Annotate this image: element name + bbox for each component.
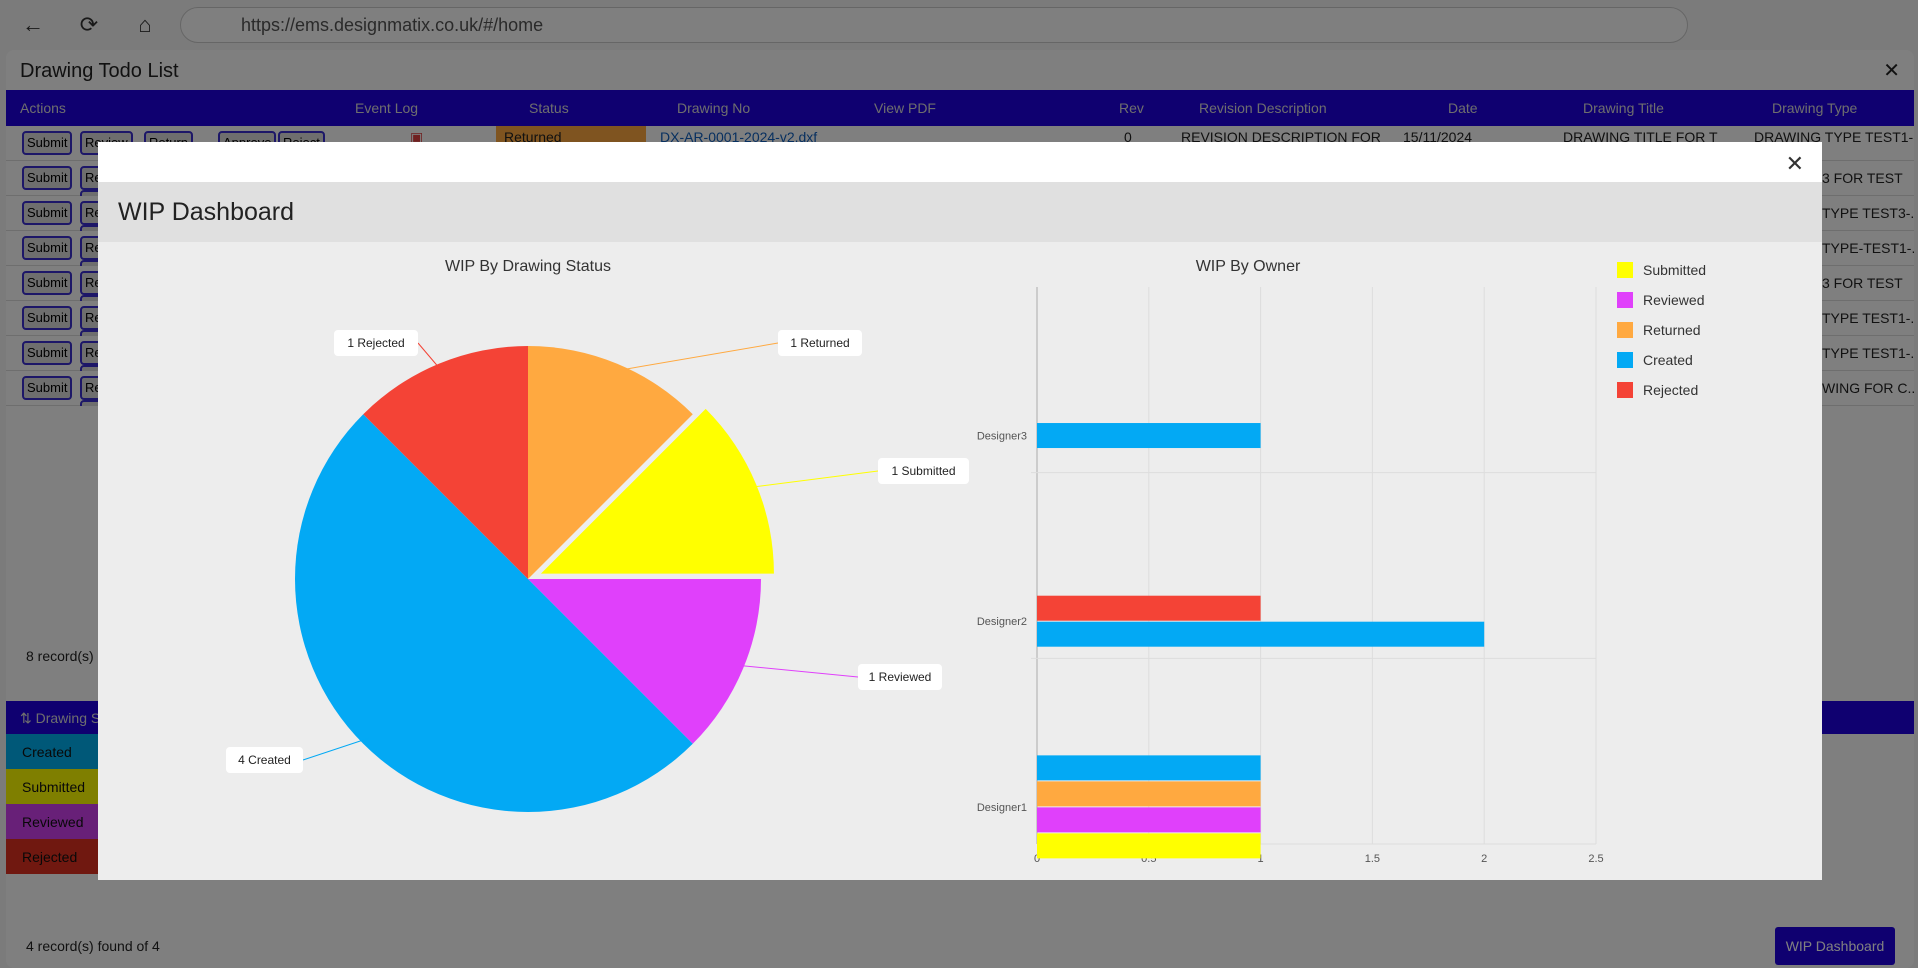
bar-designer1-created bbox=[1037, 755, 1261, 781]
legend-label: Created bbox=[1643, 352, 1693, 368]
pie-slice-returned bbox=[528, 346, 693, 579]
pie-data-label: 1 Returned bbox=[790, 336, 849, 350]
pie-label-box bbox=[226, 747, 303, 773]
legend-label: Reviewed bbox=[1643, 292, 1704, 308]
pie-label-box bbox=[878, 458, 969, 484]
pie-leader-line bbox=[302, 737, 370, 761]
x-tick-label: 0 bbox=[1034, 853, 1040, 865]
bar-designer1-returned bbox=[1037, 781, 1261, 807]
pie-leader-line bbox=[417, 342, 443, 372]
legend-label: Returned bbox=[1643, 322, 1701, 338]
modal-title: WIP Dashboard bbox=[98, 182, 1822, 242]
x-tick-label: 1.5 bbox=[1365, 853, 1380, 865]
pie-leader-line bbox=[748, 470, 879, 489]
pie-data-label: 1 Submitted bbox=[891, 464, 955, 478]
legend-swatch-rejected bbox=[1617, 382, 1633, 398]
pie-data-label: 1 Reviewed bbox=[869, 670, 932, 684]
pie-slice-rejected bbox=[363, 346, 528, 579]
pie-leader-line bbox=[614, 342, 779, 372]
pie-leader-line bbox=[735, 664, 859, 678]
bar-designer1-reviewed bbox=[1037, 807, 1261, 833]
pie-label-box bbox=[858, 664, 942, 690]
bar-designer1-submitted bbox=[1037, 833, 1261, 859]
bar-designer2-rejected bbox=[1037, 595, 1261, 621]
legend-label: Submitted bbox=[1643, 262, 1706, 278]
bar-chart-title: WIP By Owner bbox=[1196, 258, 1301, 275]
y-tick-label: Designer1 bbox=[977, 802, 1027, 814]
wip-dashboard-modal: ✕ WIP Dashboard WIP By Drawing Status 1 R… bbox=[98, 142, 1822, 880]
bar-designer3-created bbox=[1037, 423, 1261, 449]
x-tick-label: 2.5 bbox=[1588, 853, 1603, 865]
pie-slice-submitted bbox=[540, 408, 774, 574]
pie-label-box bbox=[778, 330, 862, 356]
legend-swatch-reviewed bbox=[1617, 292, 1633, 308]
pie-data-label: 4 Created bbox=[238, 753, 291, 767]
y-tick-label: Designer3 bbox=[977, 431, 1027, 443]
pie-slice-reviewed bbox=[528, 579, 761, 744]
bar-designer2-created bbox=[1037, 621, 1485, 647]
legend-swatch-created bbox=[1617, 352, 1633, 368]
charts-area: WIP By Drawing Status 1 Returned 1 Submitt… bbox=[226, 258, 1706, 865]
legend-swatch-submitted bbox=[1617, 262, 1633, 278]
pie-label-box bbox=[334, 330, 418, 356]
x-tick-label: 1 bbox=[1258, 853, 1264, 865]
pie-slice-created bbox=[294, 414, 693, 812]
y-tick-label: Designer2 bbox=[977, 616, 1027, 628]
x-tick-label: 2 bbox=[1481, 853, 1487, 865]
legend-swatch-returned bbox=[1617, 322, 1633, 338]
legend-label: Rejected bbox=[1643, 382, 1698, 398]
pie-data-label: 1 Rejected bbox=[347, 336, 404, 350]
pie-chart-title: WIP By Drawing Status bbox=[445, 258, 611, 275]
wip-dashboard-button[interactable]: WIP Dashboard bbox=[1775, 927, 1895, 965]
close-icon[interactable]: ✕ bbox=[1785, 151, 1804, 176]
